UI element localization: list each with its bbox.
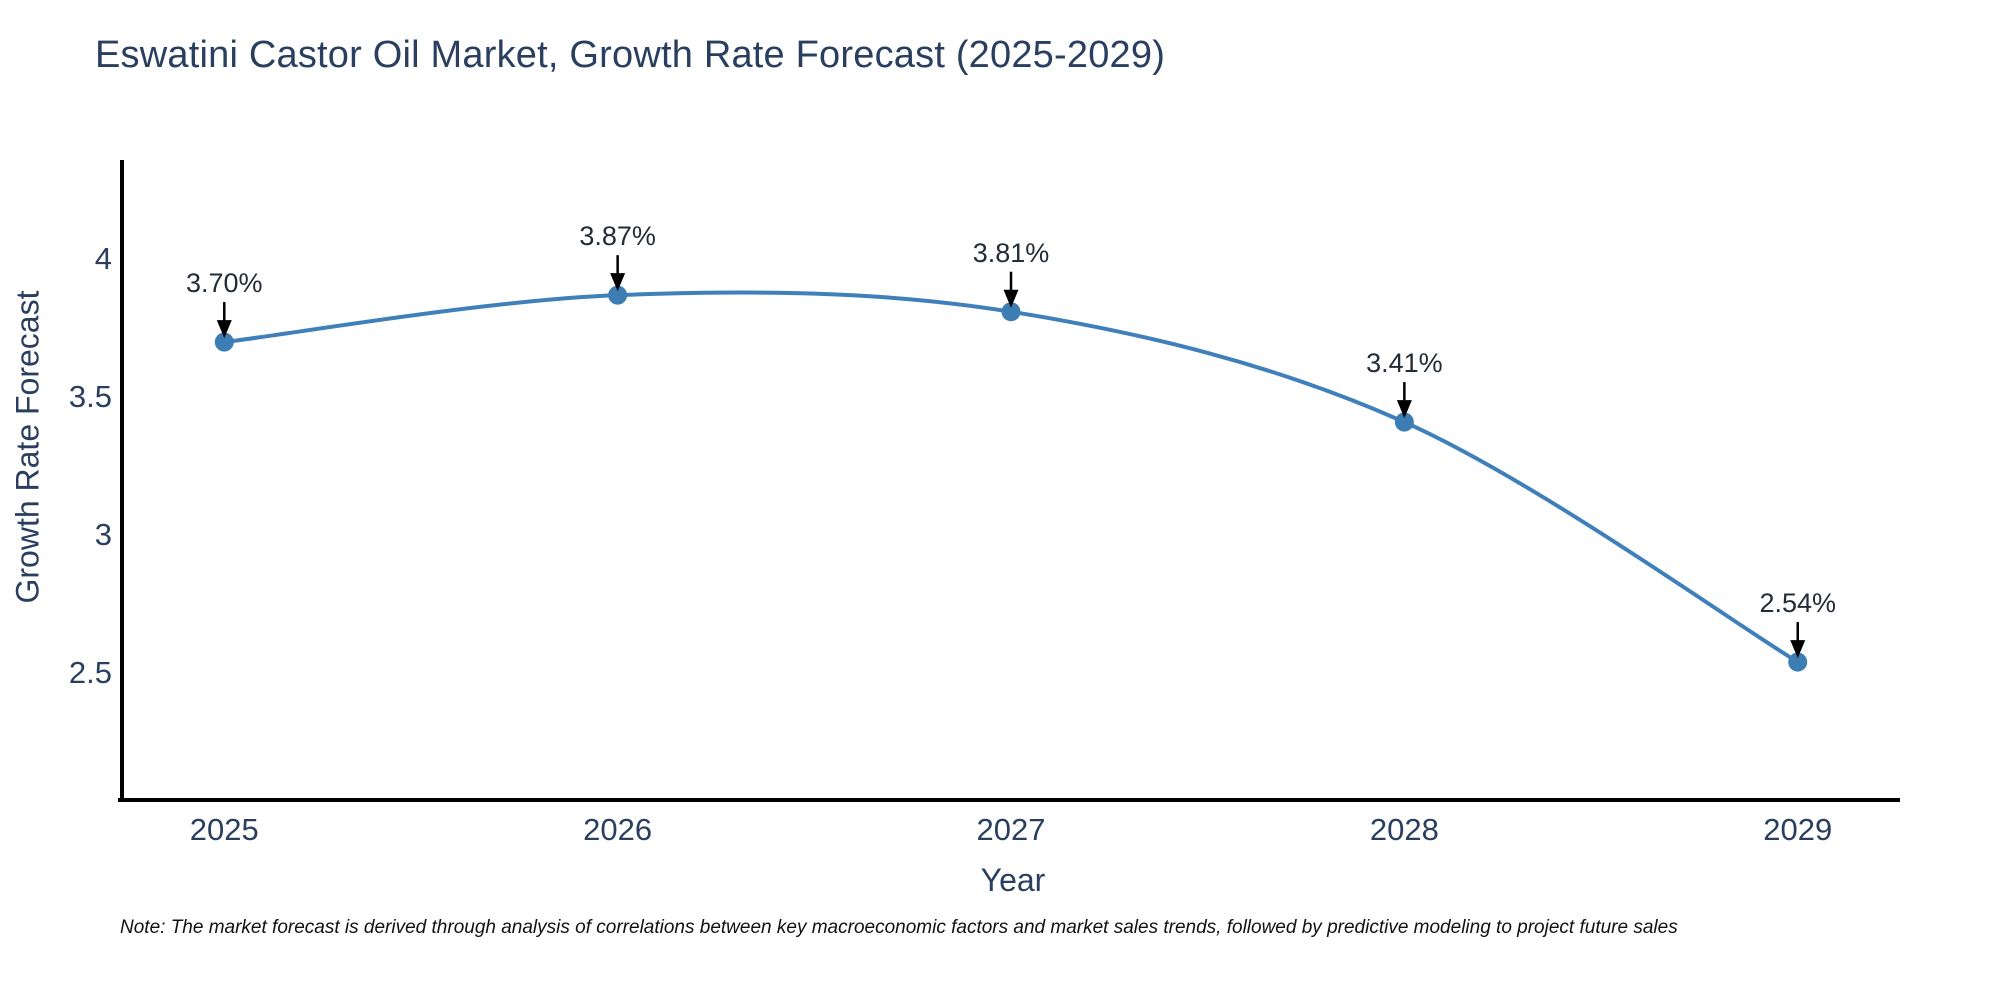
y-tick-label-2.5: 2.5 bbox=[68, 655, 112, 691]
x-tick-label-2028: 2028 bbox=[1369, 812, 1439, 847]
y-axis-title: Growth Rate Forecast bbox=[9, 290, 46, 604]
data-point-marker-2025 bbox=[214, 332, 234, 352]
data-point-label-2028: 3.41% bbox=[1366, 348, 1443, 379]
data-point-marker-2029 bbox=[1788, 652, 1808, 672]
data-point-label-2026: 3.87% bbox=[579, 221, 656, 252]
data-point-label-2025: 3.70% bbox=[185, 268, 263, 299]
annotation-arrow-head bbox=[610, 273, 626, 292]
x-tick-label-2025: 2025 bbox=[189, 812, 259, 847]
y-tick-label-4: 4 bbox=[94, 241, 112, 277]
data-point-marker-2028 bbox=[1394, 412, 1414, 432]
x-tick-label-2029: 2029 bbox=[1763, 812, 1833, 847]
x-axis-title: Year bbox=[980, 862, 1046, 898]
x-tick-label-2026: 2026 bbox=[583, 812, 653, 847]
data-point-marker-2026 bbox=[608, 285, 628, 305]
data-point-label-2027: 3.81% bbox=[972, 237, 1050, 268]
x-tick-label-2027: 2027 bbox=[976, 812, 1046, 847]
data-point-marker-2027 bbox=[1001, 302, 1021, 322]
y-tick-label-3: 3 bbox=[94, 517, 112, 553]
footnote: Note: The market forecast is derived thr… bbox=[120, 917, 1678, 938]
line-series bbox=[224, 290, 1799, 664]
annotation-arrow-head bbox=[1396, 400, 1412, 419]
data-point-label-2029: 2.54% bbox=[1759, 588, 1836, 619]
annotation-arrow-head bbox=[216, 320, 232, 339]
chart-title: Eswatini Castor Oil Market, Growth Rate … bbox=[95, 34, 1166, 76]
annotation-arrow-head bbox=[1790, 640, 1806, 659]
y-tick-label-3.5: 3.5 bbox=[68, 379, 112, 415]
annotation-arrow-head bbox=[1003, 289, 1019, 308]
